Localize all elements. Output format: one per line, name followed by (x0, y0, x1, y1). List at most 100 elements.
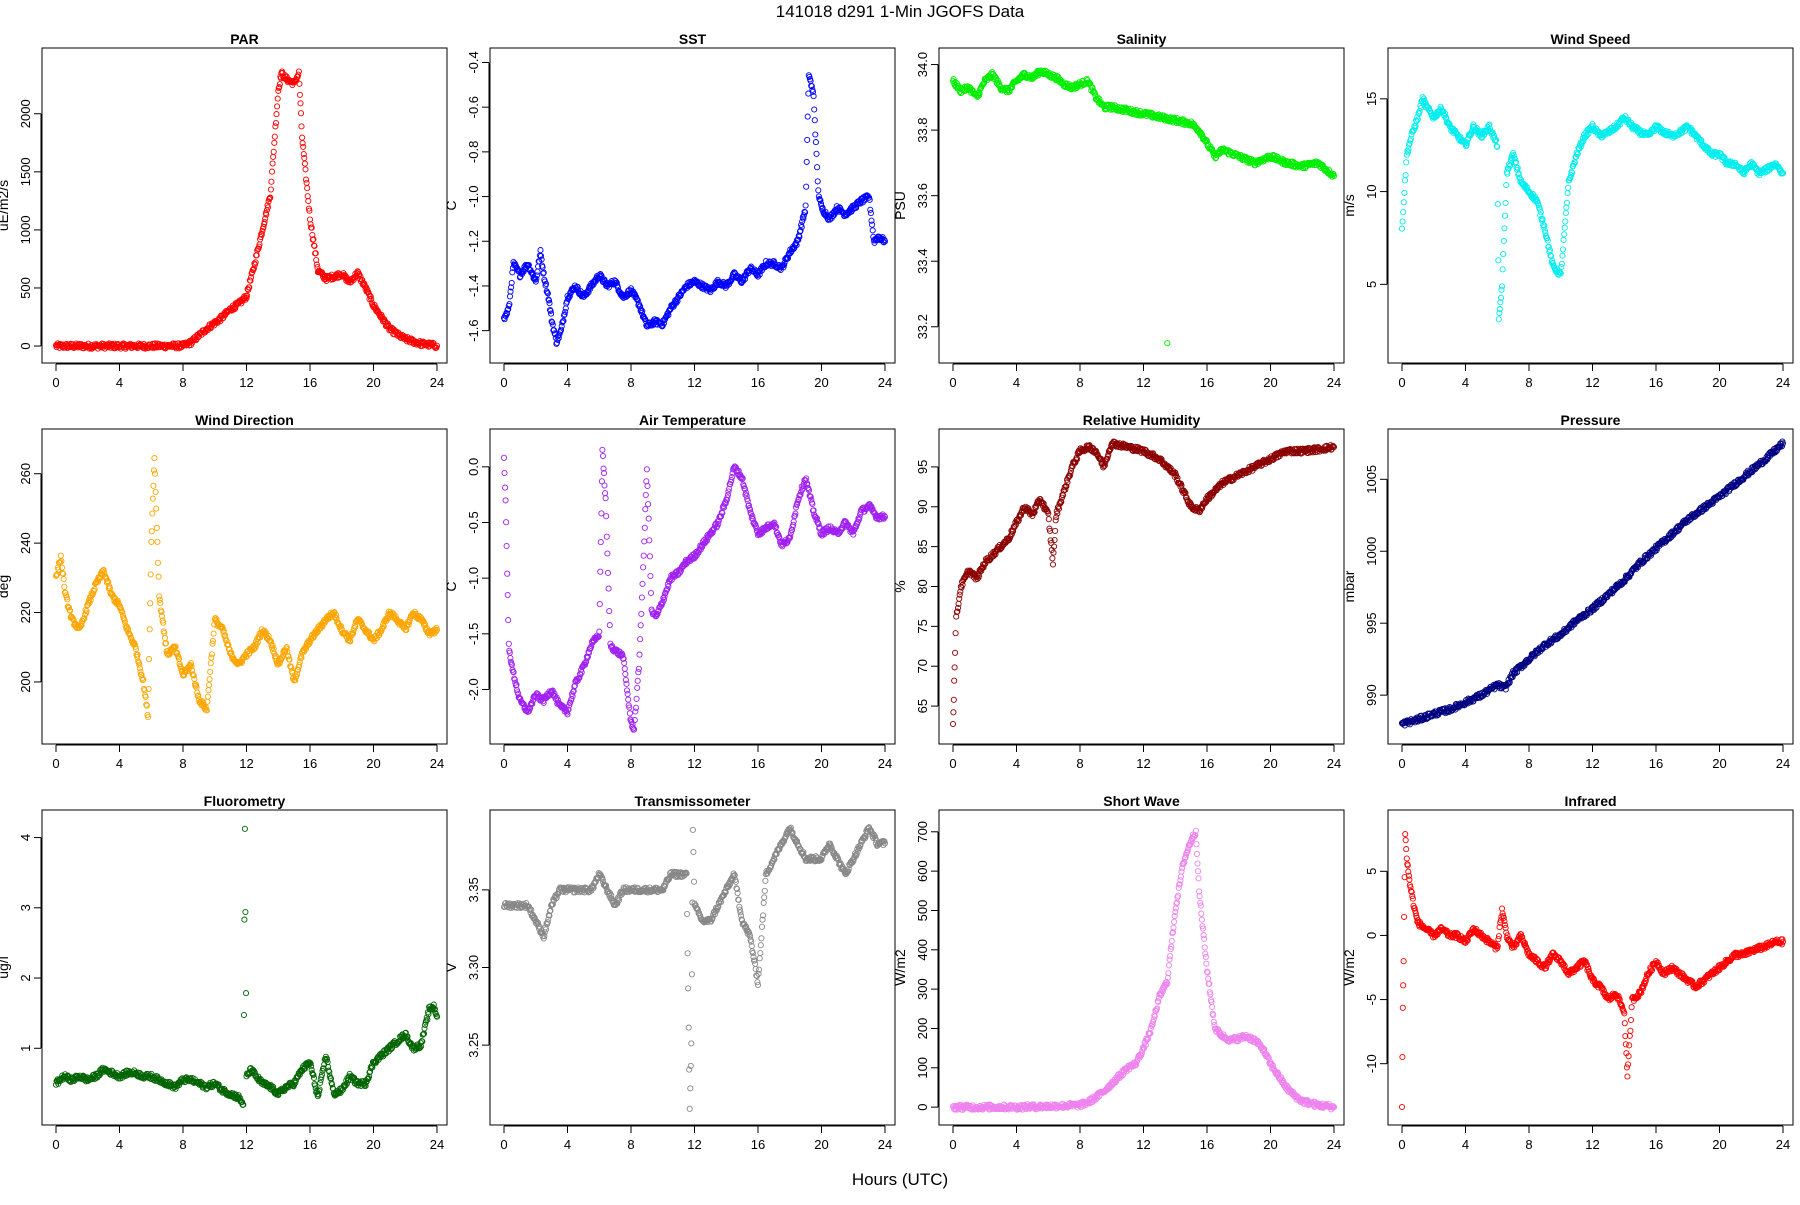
data-point (607, 623, 612, 628)
data-point (150, 496, 155, 501)
data-point (205, 694, 210, 699)
data-series (950, 68, 1336, 346)
data-point (606, 586, 611, 591)
data-point (599, 511, 604, 516)
y-tick-label: 33.8 (915, 117, 930, 142)
data-point (1538, 210, 1543, 215)
data-point (501, 455, 506, 460)
data-point (302, 161, 307, 166)
y-axis-label: mbar (1341, 570, 1357, 602)
data-point (1502, 226, 1507, 231)
data-point (269, 179, 274, 184)
y-tick-label: 1000 (18, 215, 33, 244)
x-tick-label: 16 (1649, 375, 1663, 390)
x-tick-label: 12 (239, 756, 253, 771)
data-point (623, 671, 628, 676)
x-tick-label: 12 (1585, 375, 1599, 390)
data-point (1500, 267, 1505, 272)
data-point (641, 565, 646, 570)
y-tick-label: 10 (1364, 184, 1379, 198)
data-point (1053, 528, 1058, 533)
data-point (1502, 213, 1507, 218)
x-tick-label: 20 (1712, 375, 1726, 390)
data-point (504, 543, 509, 548)
x-tick-label: 16 (1200, 375, 1214, 390)
data-point (149, 539, 154, 544)
y-axis-label: m/s (1341, 194, 1357, 217)
data-point (148, 601, 153, 606)
data-point (643, 507, 648, 512)
y-tick-label: 5 (1364, 281, 1379, 288)
data-point (506, 618, 511, 623)
x-tick-label: 16 (303, 756, 317, 771)
y-tick-label: 2000 (18, 99, 33, 128)
x-tick-label: 4 (116, 375, 123, 390)
data-point (147, 627, 152, 632)
plot-frame (42, 48, 447, 363)
y-tick-label: -0.5 (466, 511, 481, 533)
x-tick-label: 4 (564, 756, 571, 771)
y-tick-label: 1005 (1364, 465, 1379, 494)
data-point (1504, 182, 1509, 187)
data-point (1559, 261, 1564, 266)
data-point (603, 491, 608, 496)
data-point (815, 179, 820, 184)
data-point (804, 159, 809, 164)
data-point (813, 140, 818, 145)
data-point (639, 611, 644, 616)
data-point (1402, 178, 1407, 183)
data-point (207, 677, 212, 682)
data-point (158, 601, 163, 606)
data-point (162, 635, 167, 640)
x-tick-label: 24 (430, 756, 444, 771)
chart-title: Wind Direction (195, 412, 294, 428)
data-point (151, 468, 156, 473)
data-point (645, 483, 650, 488)
y-tick-label: -1.6 (466, 319, 481, 341)
data-point (1403, 173, 1408, 178)
data-point (1497, 307, 1502, 312)
chart-title: Salinity (1117, 31, 1167, 47)
y-tick-label: 15 (1364, 92, 1379, 106)
data-point (647, 538, 652, 543)
data-point (952, 665, 957, 670)
x-tick-label: 24 (1327, 375, 1341, 390)
data-point (62, 584, 67, 589)
data-point (1503, 200, 1508, 205)
y-tick-label: -0.8 (466, 141, 481, 163)
data-point (636, 666, 641, 671)
data-point (642, 525, 647, 530)
data-point (1050, 562, 1055, 567)
data-point (299, 124, 304, 129)
y-tick-label: 200 (18, 671, 33, 693)
y-tick-label: 990 (1364, 684, 1379, 706)
data-point (604, 514, 609, 519)
y-tick-label: 1000 (1364, 537, 1379, 566)
y-tick-label: -1.4 (466, 275, 481, 297)
data-point (1563, 219, 1568, 224)
x-tick-label: 20 (814, 375, 828, 390)
data-point (646, 516, 651, 521)
data-point (1401, 210, 1406, 215)
x-tick-label: 0 (1398, 375, 1405, 390)
y-tick-label: 33.4 (915, 249, 930, 274)
data-point (633, 705, 638, 710)
data-point (600, 447, 605, 452)
data-point (1050, 556, 1055, 561)
data-point (208, 669, 213, 674)
y-tick-label: 995 (1364, 612, 1379, 634)
x-tick-label: 20 (1263, 375, 1277, 390)
data-point (1402, 190, 1407, 195)
data-point (951, 710, 956, 715)
y-tick-label: 85 (915, 539, 930, 553)
data-point (607, 609, 612, 614)
y-axis-label: PSU (892, 191, 908, 220)
data-point (868, 211, 873, 216)
data-point (149, 529, 154, 534)
data-point (602, 483, 607, 488)
data-point (622, 666, 627, 671)
